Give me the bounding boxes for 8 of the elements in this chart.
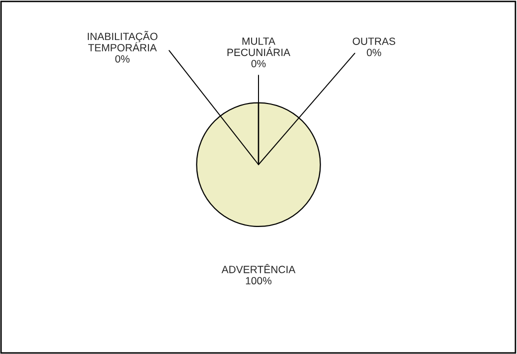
text: 0%	[366, 48, 382, 56]
data-label: 100%	[246, 277, 272, 284]
text: 0%	[251, 60, 266, 68]
category-label: INABILITAÇÃO TEMPORÁRIA	[88, 30, 158, 52]
category-label: OUTRAS	[352, 38, 396, 45]
category-label: MULTA PECUNIÁRIA	[228, 38, 290, 56]
text: 0%	[115, 55, 130, 63]
slice-label: ADVERTÊNCIA	[222, 264, 296, 274]
